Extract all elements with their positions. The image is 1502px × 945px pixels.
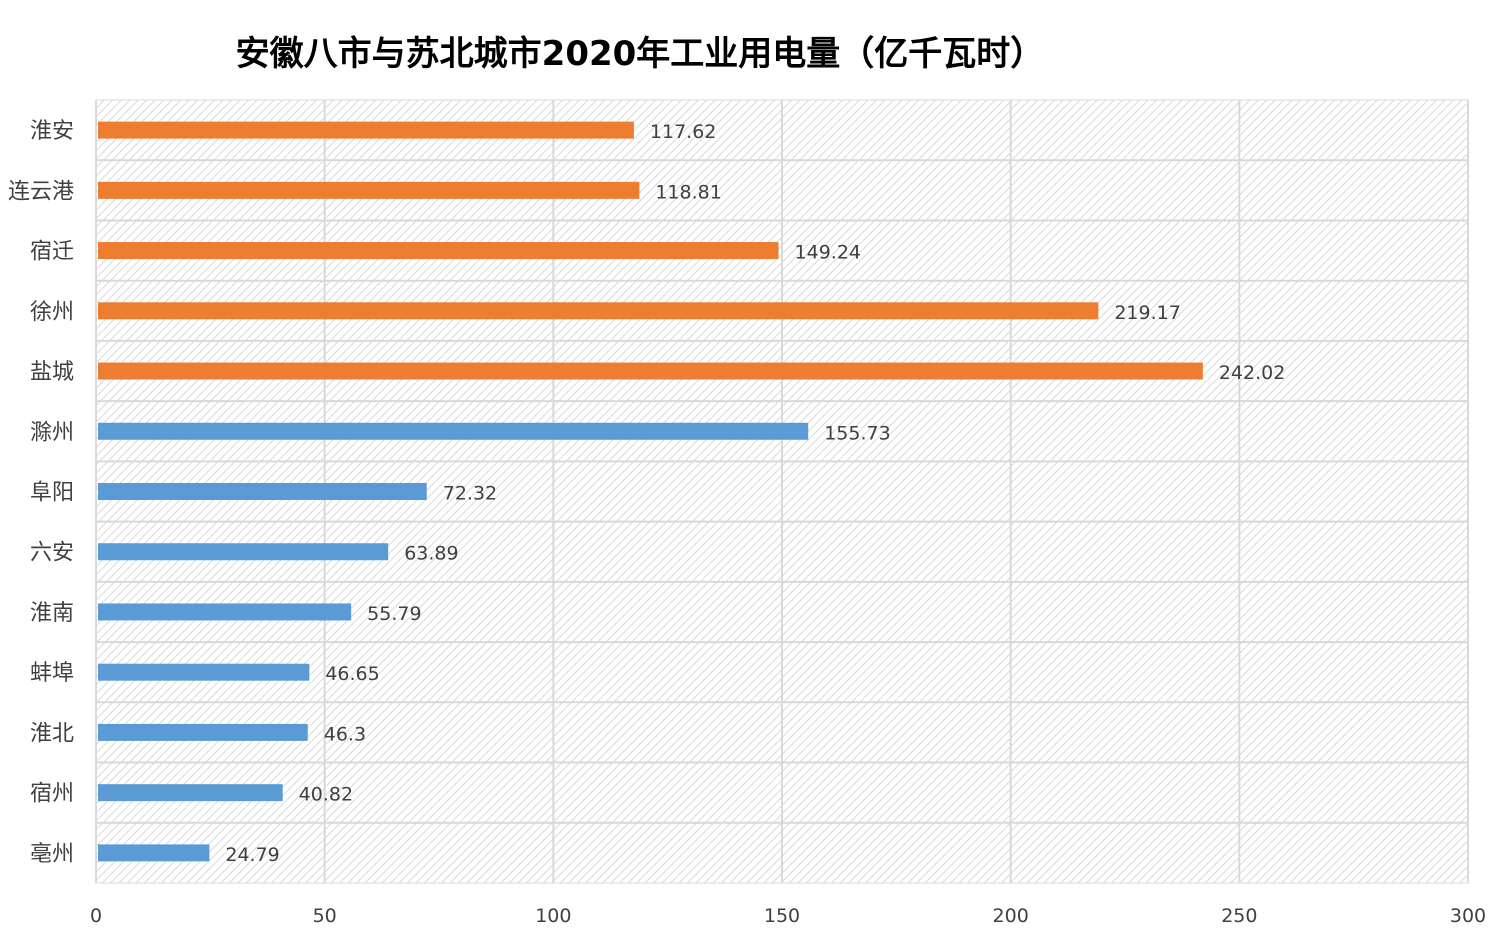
bar: [98, 302, 1099, 320]
value-label: 219.17: [1114, 302, 1180, 324]
value-label: 46.3: [324, 723, 366, 745]
x-tick-label: 0: [90, 905, 102, 927]
value-label: 155.73: [824, 422, 890, 444]
x-tick-label: 300: [1450, 905, 1486, 927]
bar: [98, 844, 210, 862]
category-label: 宿迁: [30, 240, 74, 265]
value-label: 63.89: [404, 543, 458, 565]
category-label: 阜阳: [30, 481, 74, 506]
bar: [98, 603, 352, 621]
value-label: 40.82: [299, 784, 353, 806]
value-label: 149.24: [795, 242, 861, 264]
category-label: 蚌埠: [30, 661, 74, 686]
chart-title: 安徽八市与苏北城市2020年工业用电量（亿千瓦时）: [235, 34, 1045, 74]
bar: [98, 362, 1203, 380]
value-label: 46.65: [325, 663, 379, 685]
bar: [98, 422, 809, 440]
bar: [98, 242, 779, 260]
bar: [98, 663, 310, 681]
category-label: 滁州: [30, 420, 74, 445]
bars: [98, 121, 1203, 862]
value-label: 118.81: [655, 181, 721, 203]
value-label: 24.79: [225, 844, 279, 866]
labels: 0 50 100 150 200 250 300 淮安 117.62 连云港 118.81 宿迁 149…: [8, 119, 1486, 927]
bar: [98, 543, 389, 561]
category-label: 淮南: [30, 601, 74, 626]
category-label: 盐城: [30, 360, 74, 385]
value-label: 242.02: [1219, 362, 1285, 384]
bar: [98, 121, 634, 139]
value-label: 117.62: [650, 121, 716, 143]
bar: [98, 483, 427, 500]
x-tick-label: 50: [313, 905, 337, 927]
x-tick-label: 150: [764, 905, 800, 927]
x-tick-label: 200: [993, 905, 1029, 927]
bar: [98, 181, 640, 199]
value-label: 55.79: [367, 603, 421, 625]
bar: [98, 723, 308, 741]
category-label: 六安: [30, 541, 74, 566]
value-label: 72.32: [443, 483, 497, 505]
category-label: 连云港: [8, 179, 74, 204]
bar: [98, 784, 283, 802]
x-tick-label: 250: [1221, 905, 1257, 927]
category-label: 亳州: [30, 842, 74, 867]
category-label: 徐州: [30, 300, 74, 325]
grid-lines: [95, 100, 1469, 883]
category-label: 淮北: [30, 721, 74, 746]
x-tick-label: 100: [535, 905, 571, 927]
category-label: 宿州: [30, 782, 74, 807]
category-label: 淮安: [30, 119, 74, 144]
